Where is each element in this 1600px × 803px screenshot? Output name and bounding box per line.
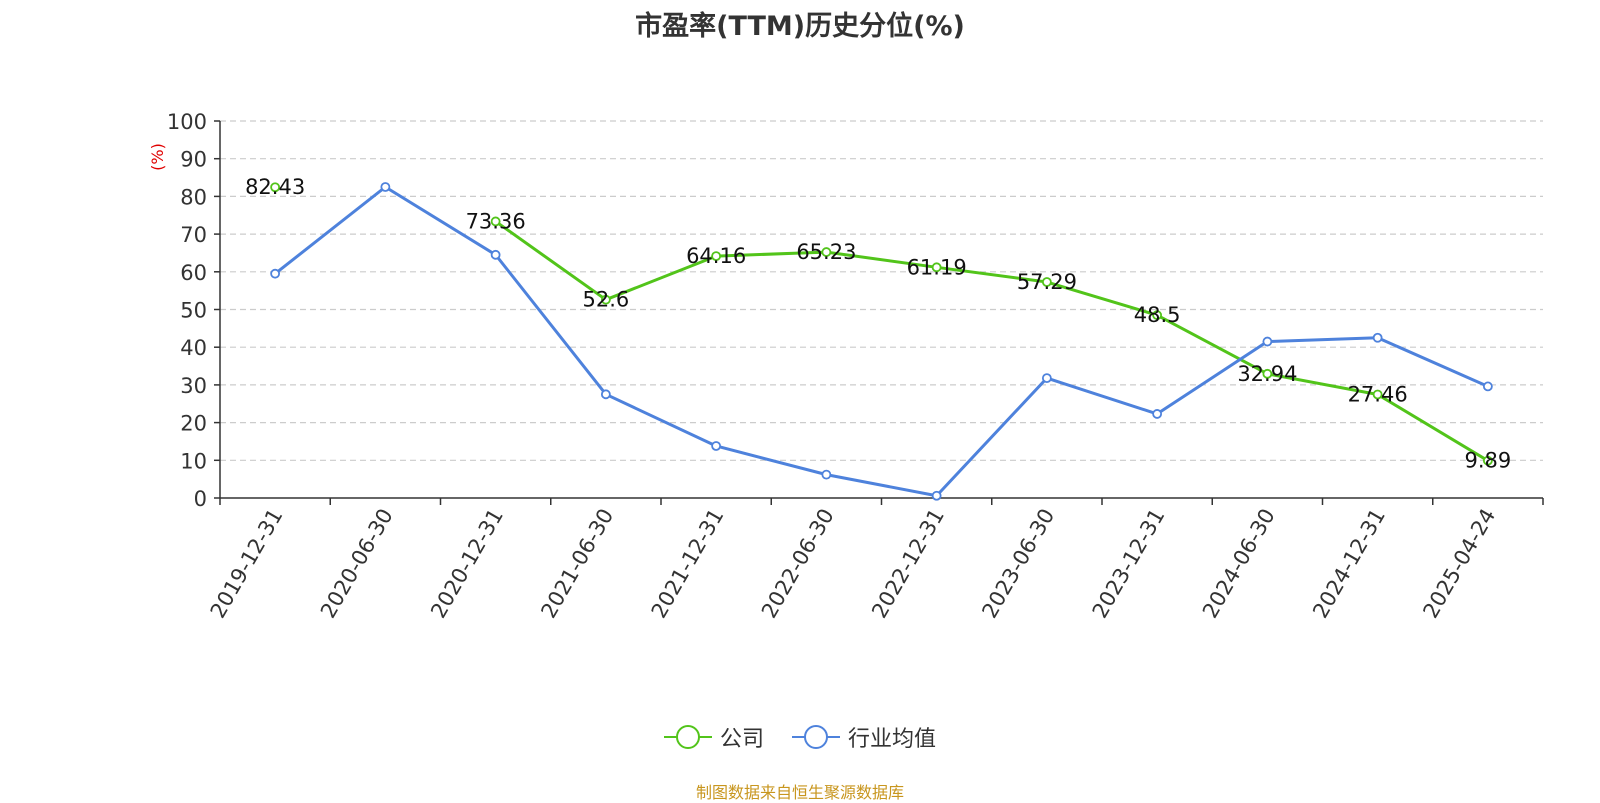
legend-swatch-company <box>664 725 712 749</box>
source-note: 制图数据来自恒生聚源数据库 <box>695 783 904 802</box>
data-point <box>1482 455 1493 466</box>
x-tick-label: 2025-04-24 <box>1418 505 1500 623</box>
data-point <box>1262 368 1273 379</box>
y-tick-label: 50 <box>180 299 207 323</box>
data-point <box>600 389 611 400</box>
data-label: 61.19 <box>907 255 967 279</box>
x-tick-label: 2021-12-31 <box>647 505 729 623</box>
y-axis-label: (%) <box>148 143 167 171</box>
data-label: 57.29 <box>1017 270 1077 294</box>
data-point <box>600 294 611 305</box>
data-point <box>821 247 832 257</box>
data-label: 52.6 <box>582 288 629 312</box>
x-tick-label: 2021-06-30 <box>536 505 618 623</box>
data-point <box>380 182 391 192</box>
data-point <box>270 182 281 193</box>
y-tick-label: 0 <box>194 487 207 511</box>
y-tick-label: 10 <box>180 449 207 473</box>
data-label: 65.23 <box>796 240 856 264</box>
x-tick-label: 2024-06-30 <box>1198 505 1280 623</box>
legend-label-industry-average: 行业均值 <box>848 727 937 752</box>
data-point <box>490 249 501 260</box>
legend-label-company: 公司 <box>720 727 765 752</box>
x-tick-label: 2020-12-31 <box>426 505 508 623</box>
x-tick-label: 2024-12-31 <box>1308 505 1390 623</box>
y-tick-label: 30 <box>180 374 207 398</box>
x-tick-label: 2022-12-31 <box>867 505 949 623</box>
data-point <box>821 469 832 480</box>
x-tick-label: 2020-06-30 <box>316 505 398 623</box>
legend-swatch-industry-average <box>792 725 840 749</box>
data-point <box>490 216 501 227</box>
y-tick-label: 40 <box>180 336 207 360</box>
legend-item-company[interactable]: 公司 <box>662 722 764 752</box>
data-point <box>931 262 942 273</box>
series-line <box>494 220 1489 463</box>
data-point <box>1041 277 1052 287</box>
y-tick-label: 20 <box>180 412 207 436</box>
data-point <box>711 251 722 262</box>
data-label: 27.46 <box>1348 382 1408 406</box>
series-line <box>274 185 1489 498</box>
x-tick-label: 2019-12-31 <box>206 505 288 623</box>
data-point <box>1152 310 1163 321</box>
data-point <box>1262 336 1273 347</box>
y-tick-label: 90 <box>180 148 207 172</box>
x-tick-label: 2022-06-30 <box>757 505 839 623</box>
y-tick-label: 60 <box>180 261 207 285</box>
data-point <box>1482 381 1493 392</box>
data-point <box>711 441 722 451</box>
data-point <box>931 490 942 501</box>
data-label: 73.36 <box>466 209 526 233</box>
legend: 公司 行业均值 <box>0 722 1600 752</box>
data-point <box>1041 373 1052 384</box>
legend-item-industry-average[interactable]: 行业均值 <box>790 722 936 752</box>
data-label: 82.43 <box>245 175 305 199</box>
y-tick-label: 80 <box>180 185 207 209</box>
data-label: 48.5 <box>1134 303 1181 327</box>
x-tick-label: 2023-06-30 <box>977 505 1059 623</box>
x-tick-label: 2023-12-31 <box>1088 505 1170 623</box>
data-point <box>1372 389 1383 400</box>
y-tick-label: 100 <box>167 110 207 134</box>
data-point <box>1372 332 1383 343</box>
data-point <box>1152 409 1163 419</box>
y-tick-label: 70 <box>180 223 207 247</box>
data-label: 64.16 <box>686 244 746 268</box>
data-label: 9.89 <box>1464 449 1511 473</box>
data-label: 32.94 <box>1237 362 1297 386</box>
data-point <box>270 268 281 279</box>
chart-title: 市盈率(TTM)历史分位(%) <box>635 11 965 42</box>
